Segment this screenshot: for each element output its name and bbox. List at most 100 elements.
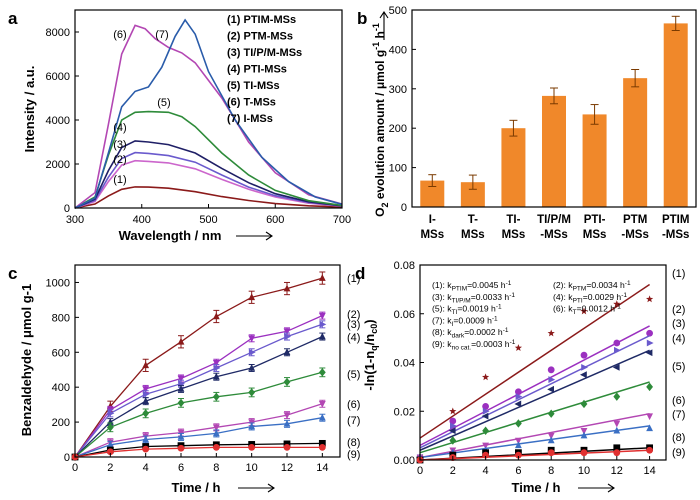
y-tick-label: 600: [52, 347, 70, 359]
data-point: [450, 422, 457, 430]
y-tick-label: 200: [52, 417, 70, 429]
x-tick-label: 2: [450, 465, 456, 477]
bar: [542, 95, 566, 207]
y-tick-label: 500: [389, 5, 407, 17]
series-label: (7): [672, 409, 685, 421]
series-line-5: [74, 371, 323, 458]
y-tick-label: 8000: [46, 27, 70, 39]
y-axis-label: Intensity / a.u.: [22, 66, 37, 153]
data-point: [318, 413, 326, 421]
data-point: [318, 332, 326, 340]
data-point: [515, 437, 522, 445]
data-point: [515, 441, 522, 449]
y-tick-label: 800: [52, 312, 70, 324]
panel-d-frame: [419, 264, 667, 461]
legend-entry: (4) PTI-MSs: [227, 64, 287, 76]
series-label: (4): [672, 333, 685, 345]
data-point: [212, 392, 220, 401]
data-point: [613, 444, 621, 452]
panel-c-label: c: [8, 264, 17, 283]
data-point: [212, 372, 220, 380]
data-point: [177, 384, 185, 392]
x-axis-arrow-head: [607, 483, 615, 493]
emission-curve-5: [74, 110, 343, 209]
y-axis-label: O2 evolution amount / μmol g-1 h-1: [371, 23, 390, 217]
data-point: [449, 417, 457, 425]
fit-line-2: [419, 325, 650, 447]
x-tick-label: 14: [316, 462, 328, 474]
y-tick-label: 1000: [46, 277, 70, 289]
data-point: [318, 400, 326, 408]
x-category-label: TI-: [506, 214, 520, 226]
data-point: [142, 435, 150, 443]
data-point: [142, 409, 150, 418]
data-point: [613, 300, 621, 308]
data-point: [248, 422, 256, 430]
data-point: [613, 449, 621, 457]
legend-entry: (3) TI/P/M-MSs: [227, 47, 302, 59]
data-point: [283, 440, 291, 448]
curve-label: (4): [113, 122, 126, 134]
fit-line-5: [419, 381, 650, 454]
data-point: [482, 402, 489, 410]
x-tick-label: 12: [611, 465, 623, 477]
x-tick-label: 0: [72, 462, 78, 474]
x-tick-label: 400: [133, 214, 151, 226]
data-point: [580, 399, 588, 409]
rate-equation: (1): kPTIM=0.0045 h-1: [432, 280, 512, 293]
data-point: [213, 364, 221, 372]
data-point: [142, 445, 150, 453]
y-tick-label: 0: [401, 202, 407, 214]
x-category-label: MSs: [583, 229, 607, 241]
series-label: (7): [347, 415, 360, 427]
series-label: (8): [347, 437, 360, 449]
data-point: [177, 375, 185, 383]
x-category-label: PTIM: [662, 214, 689, 226]
x-tick-label: 4: [483, 465, 489, 477]
legend-entry: (6) T-MSs: [227, 97, 276, 109]
emission-curve-2: [74, 159, 343, 209]
data-point: [646, 446, 653, 454]
data-point: [248, 293, 256, 301]
x-tick-label: 12: [281, 462, 293, 474]
emission-curve-1: [74, 186, 343, 209]
x-category-label: PTM: [623, 214, 647, 226]
data-point: [284, 333, 291, 340]
data-point: [580, 371, 587, 379]
curve-label: (7): [155, 29, 168, 41]
y-tick-label: 0.00: [394, 455, 415, 467]
x-tick-label: 14: [643, 465, 655, 477]
data-point: [547, 432, 555, 440]
series-label: (6): [347, 399, 360, 411]
data-point: [248, 335, 256, 343]
series-label: (5): [347, 369, 360, 381]
y-tick-label: 0.02: [394, 406, 415, 418]
x-tick-label: 6: [515, 465, 521, 477]
x-tick-label: 10: [246, 462, 258, 474]
y-tick-label: 100: [389, 163, 407, 175]
data-point: [515, 419, 522, 428]
data-point: [283, 377, 291, 387]
emission-curve-4: [74, 140, 343, 209]
legend-entry: (1) PTIM-MSs: [227, 14, 296, 26]
data-point: [177, 444, 185, 452]
data-point: [614, 346, 621, 354]
y-tick-label: 0: [64, 452, 70, 464]
rate-equation: (2): kPTM=0.0034 h-1: [553, 280, 631, 293]
data-point: [645, 295, 654, 303]
rate-equation: (3): kTI/P/M=0.0033 h-1: [432, 292, 515, 305]
data-point: [248, 348, 256, 356]
x-axis-arrow-head: [267, 483, 275, 493]
y-tick-label: 300: [389, 84, 407, 96]
data-point: [142, 390, 150, 398]
series-line-8: [74, 442, 323, 458]
series-label: (2): [347, 309, 360, 321]
x-tick-label: 0: [417, 465, 423, 477]
panel-a-label: a: [8, 9, 18, 28]
y-tick-label: 400: [52, 382, 70, 394]
data-point: [646, 339, 654, 347]
panel-d: d (1) (2) (3) (4) (5) (6) (7) (8) (9) 0 2 4 6 8 10 12 14 0…: [355, 260, 685, 495]
data-point: [212, 312, 220, 320]
data-point: [482, 407, 490, 415]
y-tick-label: 0: [64, 203, 70, 215]
